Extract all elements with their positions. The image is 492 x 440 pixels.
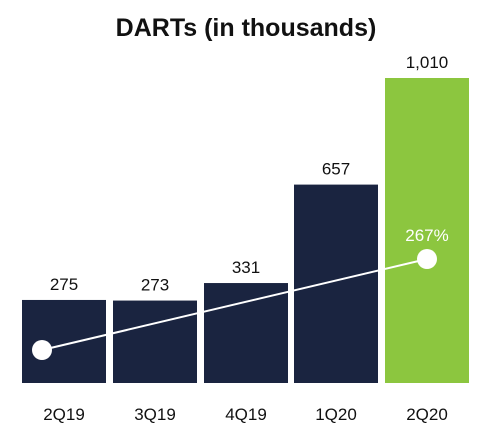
x-tick-label-4q19: 4Q19	[225, 405, 267, 424]
bar-2q19	[22, 299, 106, 383]
bar-1q20	[294, 184, 378, 383]
bar-4q19	[204, 283, 288, 383]
value-label-1q20: 657	[322, 160, 350, 179]
x-tick-label-1q20: 1Q20	[315, 405, 357, 424]
x-tick-label-2q19: 2Q19	[43, 405, 85, 424]
growth-start-marker	[32, 340, 52, 360]
x-tick-label-3q19: 3Q19	[134, 405, 176, 424]
growth-percent-label: 267%	[405, 226, 448, 245]
chart-title: DARTs (in thousands)	[115, 14, 377, 42]
x-tick-label-2q20: 2Q20	[406, 405, 448, 424]
value-label-3q19: 273	[141, 276, 169, 295]
growth-end-marker	[417, 249, 437, 269]
growth-line	[41, 258, 428, 351]
value-label-2q19: 275	[50, 275, 78, 294]
bar-2q20	[385, 78, 469, 383]
value-label-4q19: 331	[232, 258, 260, 277]
bar-3q19	[113, 300, 197, 383]
value-label-2q20: 1,010	[406, 53, 449, 72]
